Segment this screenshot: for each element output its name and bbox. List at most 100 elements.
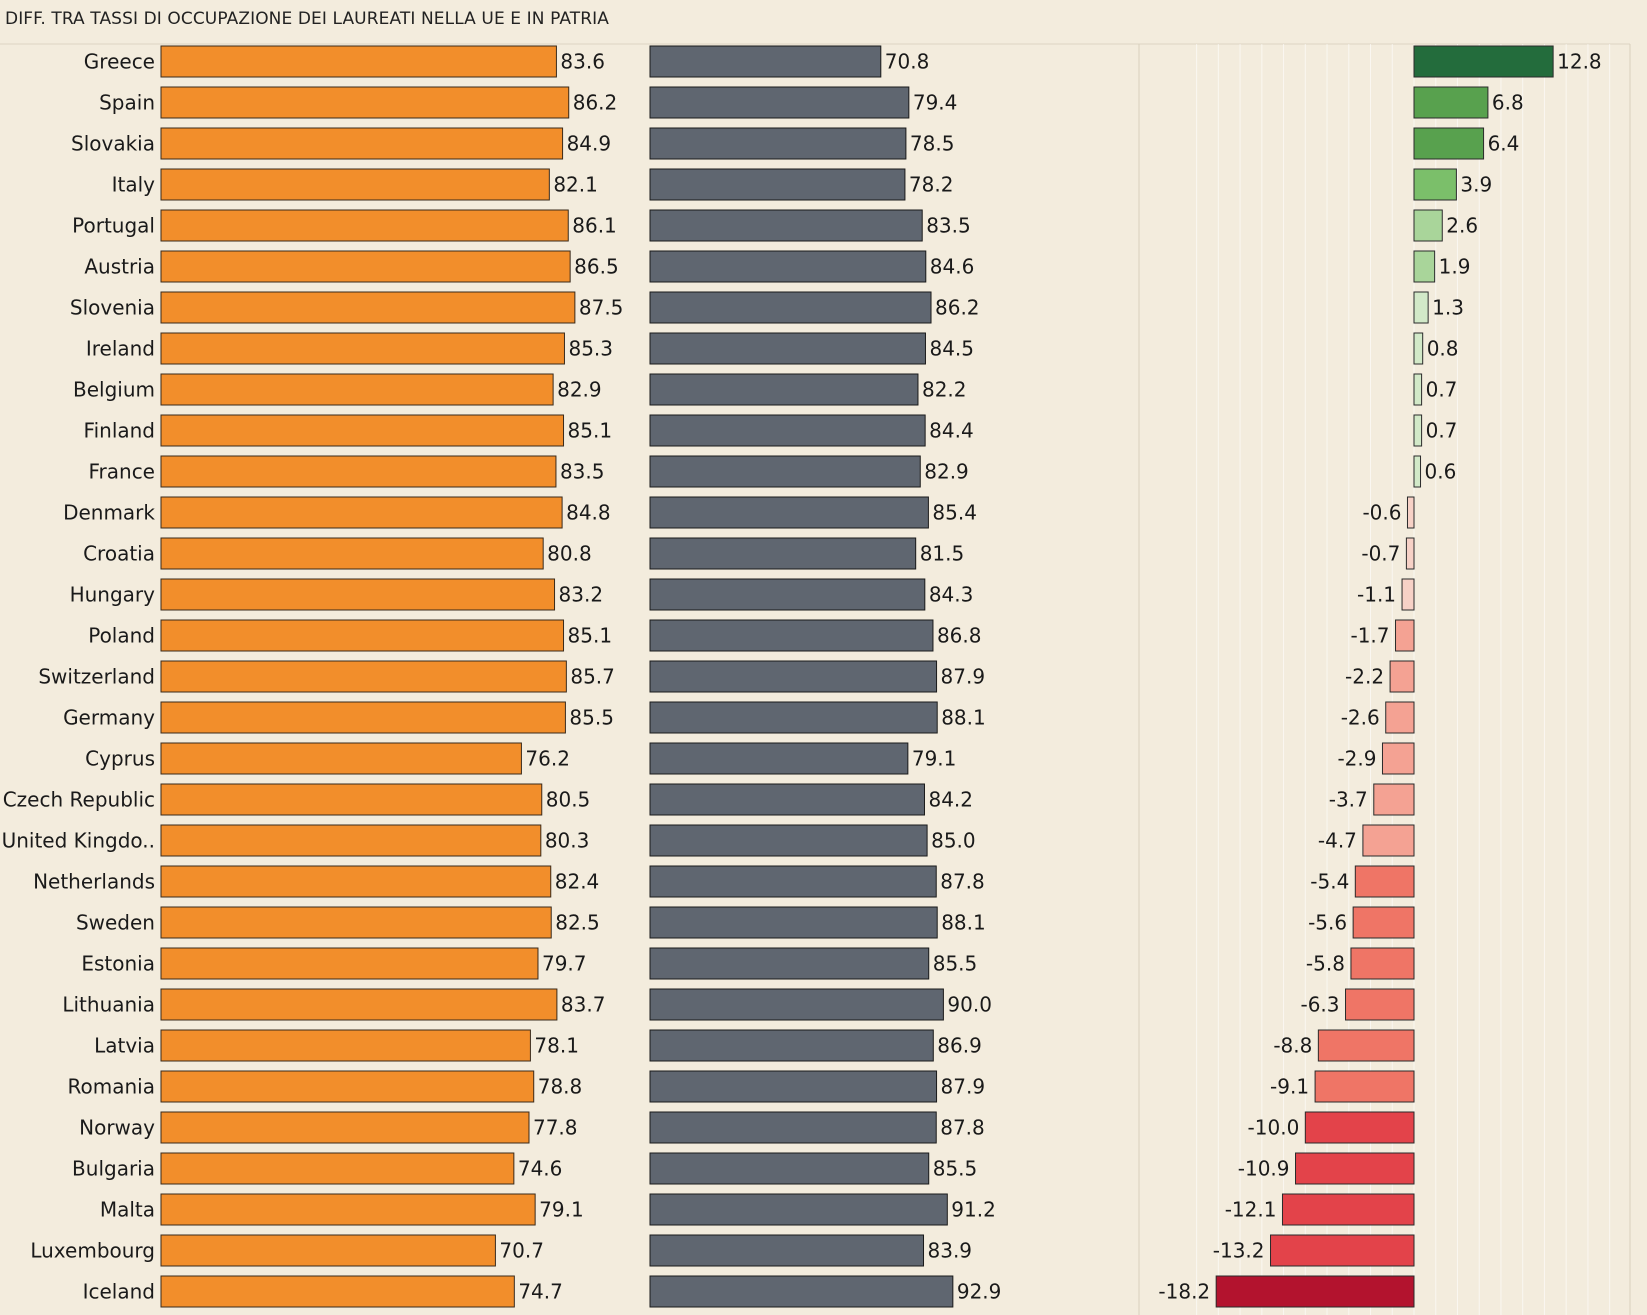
home-bar: [649, 209, 923, 242]
eu-bar: [160, 660, 567, 693]
home-bar: [649, 947, 930, 980]
eu-bar: [160, 127, 564, 160]
home-bar: [649, 578, 926, 611]
home-bar: [649, 455, 921, 488]
eu-bar: [160, 86, 570, 119]
eu-bar: [160, 1152, 515, 1185]
home-value-label: 78.2: [909, 173, 954, 197]
eu-value-label: 83.6: [560, 50, 605, 74]
home-value-label: 85.4: [932, 501, 977, 525]
eu-value-label: 86.5: [574, 255, 619, 279]
home-value-label: 91.2: [951, 1198, 996, 1222]
eu-bar: [160, 1234, 496, 1267]
eu-bar: [160, 824, 542, 857]
difference-value-label: -12.1: [1225, 1198, 1277, 1222]
eu-value-label: 82.1: [553, 173, 598, 197]
category-label: Slovakia: [71, 132, 155, 156]
difference-bar: [1401, 578, 1415, 611]
category-label: Netherlands: [33, 870, 155, 894]
difference-value-label: 1.9: [1439, 255, 1471, 279]
difference-bar: [1362, 824, 1415, 857]
category-label: Norway: [79, 1116, 155, 1140]
difference-bar: [1345, 988, 1415, 1021]
eu-value-label: 84.9: [567, 132, 612, 156]
home-value-label: 85.5: [933, 952, 978, 976]
difference-bar: [1395, 619, 1415, 652]
category-label: Switzerland: [38, 665, 155, 689]
eu-bar: [160, 496, 563, 529]
eu-bar: [160, 619, 565, 652]
eu-bar: [160, 455, 557, 488]
home-bar: [649, 701, 938, 734]
difference-bar: [1413, 168, 1457, 201]
category-label: Malta: [100, 1198, 155, 1222]
difference-value-label: -18.2: [1158, 1280, 1210, 1304]
home-bar: [649, 127, 907, 160]
category-label: Ireland: [86, 337, 155, 361]
difference-value-label: 0.7: [1426, 378, 1458, 402]
eu-bar: [160, 45, 557, 78]
eu-value-label: 86.1: [572, 214, 617, 238]
home-bar: [649, 1152, 930, 1185]
home-bar: [649, 86, 910, 119]
home-bar: [649, 906, 938, 939]
difference-value-label: -5.8: [1306, 952, 1345, 976]
category-label: Bulgaria: [72, 1157, 155, 1181]
home-value-label: 86.2: [935, 296, 980, 320]
home-value-label: 83.9: [928, 1239, 973, 1263]
home-value-label: 79.1: [912, 747, 957, 771]
eu-bar: [160, 865, 552, 898]
eu-bar: [160, 373, 554, 406]
category-label: Portugal: [72, 214, 155, 238]
difference-value-label: -0.6: [1362, 501, 1401, 525]
eu-value-label: 74.7: [518, 1280, 563, 1304]
eu-value-label: 83.5: [560, 460, 605, 484]
category-label: Spain: [99, 91, 155, 115]
category-label: United Kingdo..: [2, 829, 155, 853]
home-bar: [649, 537, 917, 570]
home-value-label: 78.5: [910, 132, 955, 156]
eu-value-label: 84.8: [566, 501, 611, 525]
difference-value-label: 2.6: [1446, 214, 1478, 238]
home-bar: [649, 45, 882, 78]
eu-bar: [160, 1029, 531, 1062]
category-label: Iceland: [83, 1280, 155, 1304]
category-label: Poland: [88, 624, 155, 648]
home-value-label: 79.4: [913, 91, 958, 115]
difference-value-label: -6.3: [1300, 993, 1339, 1017]
eu-value-label: 85.1: [568, 624, 613, 648]
difference-value-label: 0.6: [1425, 460, 1457, 484]
home-value-label: 81.5: [920, 542, 965, 566]
difference-bar: [1413, 332, 1424, 365]
category-label: Luxembourg: [30, 1239, 155, 1263]
eu-value-label: 85.3: [568, 337, 613, 361]
home-bar: [649, 250, 927, 283]
home-value-label: 88.1: [941, 706, 986, 730]
difference-value-label: -8.8: [1273, 1034, 1312, 1058]
difference-bar: [1350, 947, 1415, 980]
home-bar: [649, 619, 934, 652]
difference-value-label: -2.9: [1337, 747, 1376, 771]
eu-value-label: 78.8: [538, 1075, 583, 1099]
difference-bar: [1295, 1152, 1415, 1185]
category-label: Croatia: [83, 542, 155, 566]
category-label: Belgium: [73, 378, 155, 402]
eu-value-label: 80.5: [546, 788, 591, 812]
home-bar: [649, 291, 932, 324]
eu-bar: [160, 414, 565, 447]
home-value-label: 87.8: [940, 1116, 985, 1140]
home-value-label: 88.1: [941, 911, 986, 935]
home-value-label: 84.4: [929, 419, 974, 443]
home-bar: [649, 414, 926, 447]
category-label: Estonia: [81, 952, 155, 976]
home-bar: [649, 332, 926, 365]
difference-value-label: 1.3: [1432, 296, 1464, 320]
home-bar: [649, 742, 909, 775]
difference-value-label: -0.7: [1361, 542, 1400, 566]
difference-bar: [1413, 86, 1489, 119]
difference-bar: [1385, 701, 1415, 734]
eu-value-label: 76.2: [525, 747, 570, 771]
eu-value-label: 79.1: [539, 1198, 584, 1222]
difference-bar: [1281, 1193, 1415, 1226]
home-bar: [649, 1111, 937, 1144]
